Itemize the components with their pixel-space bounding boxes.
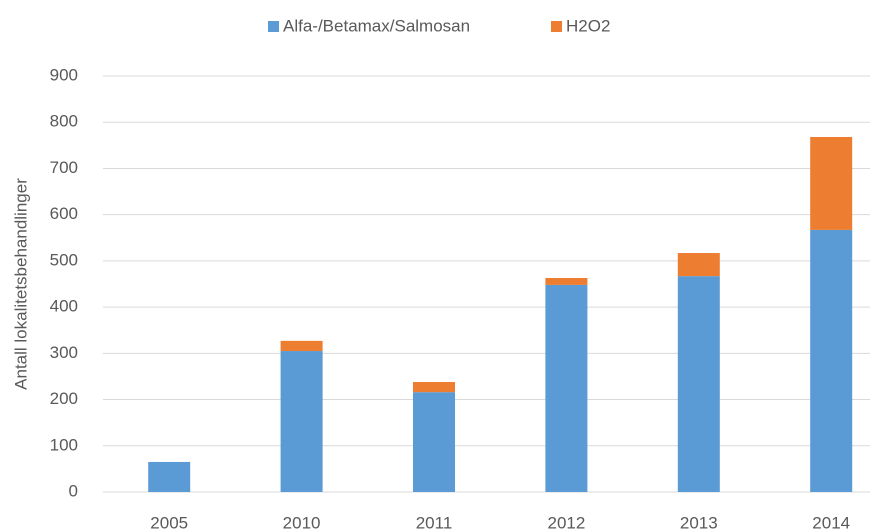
y-tick-label: 900 [50, 65, 78, 84]
legend-label: Alfa-/Betamax/Salmosan [283, 16, 470, 35]
bar-segment [545, 284, 588, 492]
y-tick-label: 200 [50, 389, 78, 408]
legend-swatch [551, 21, 562, 32]
bar-segment [545, 277, 588, 285]
bar-segment [810, 137, 853, 230]
y-tick-label: 600 [50, 204, 78, 223]
bar-segment [280, 351, 323, 492]
bar-segment [413, 392, 455, 492]
x-tick-label: 2005 [150, 513, 188, 532]
y-tick-label: 400 [50, 297, 78, 316]
y-tick-label: 0 [69, 481, 78, 500]
bar-segment [413, 381, 455, 393]
x-tick-label: 2013 [680, 513, 718, 532]
x-tick-label: 2010 [283, 513, 321, 532]
y-tick-label: 500 [50, 250, 78, 269]
bar-segment [148, 461, 191, 492]
bar-segment [280, 340, 323, 352]
x-tick-label: 2012 [547, 513, 585, 532]
y-tick-label: 800 [50, 112, 78, 131]
y-tick-label: 700 [50, 158, 78, 177]
legend-swatch [268, 21, 279, 32]
y-tick-label: 100 [50, 435, 78, 454]
legend-label: H2O2 [566, 16, 610, 35]
bar-segment [810, 229, 853, 493]
x-tick-label: 2011 [416, 513, 453, 532]
bar-segment [677, 253, 720, 277]
x-tick-label: 2014 [812, 513, 850, 532]
bar-segment [677, 276, 720, 492]
y-axis-label: Antall lokalitetsbehandlinger [11, 178, 30, 390]
y-tick-label: 300 [50, 343, 78, 362]
